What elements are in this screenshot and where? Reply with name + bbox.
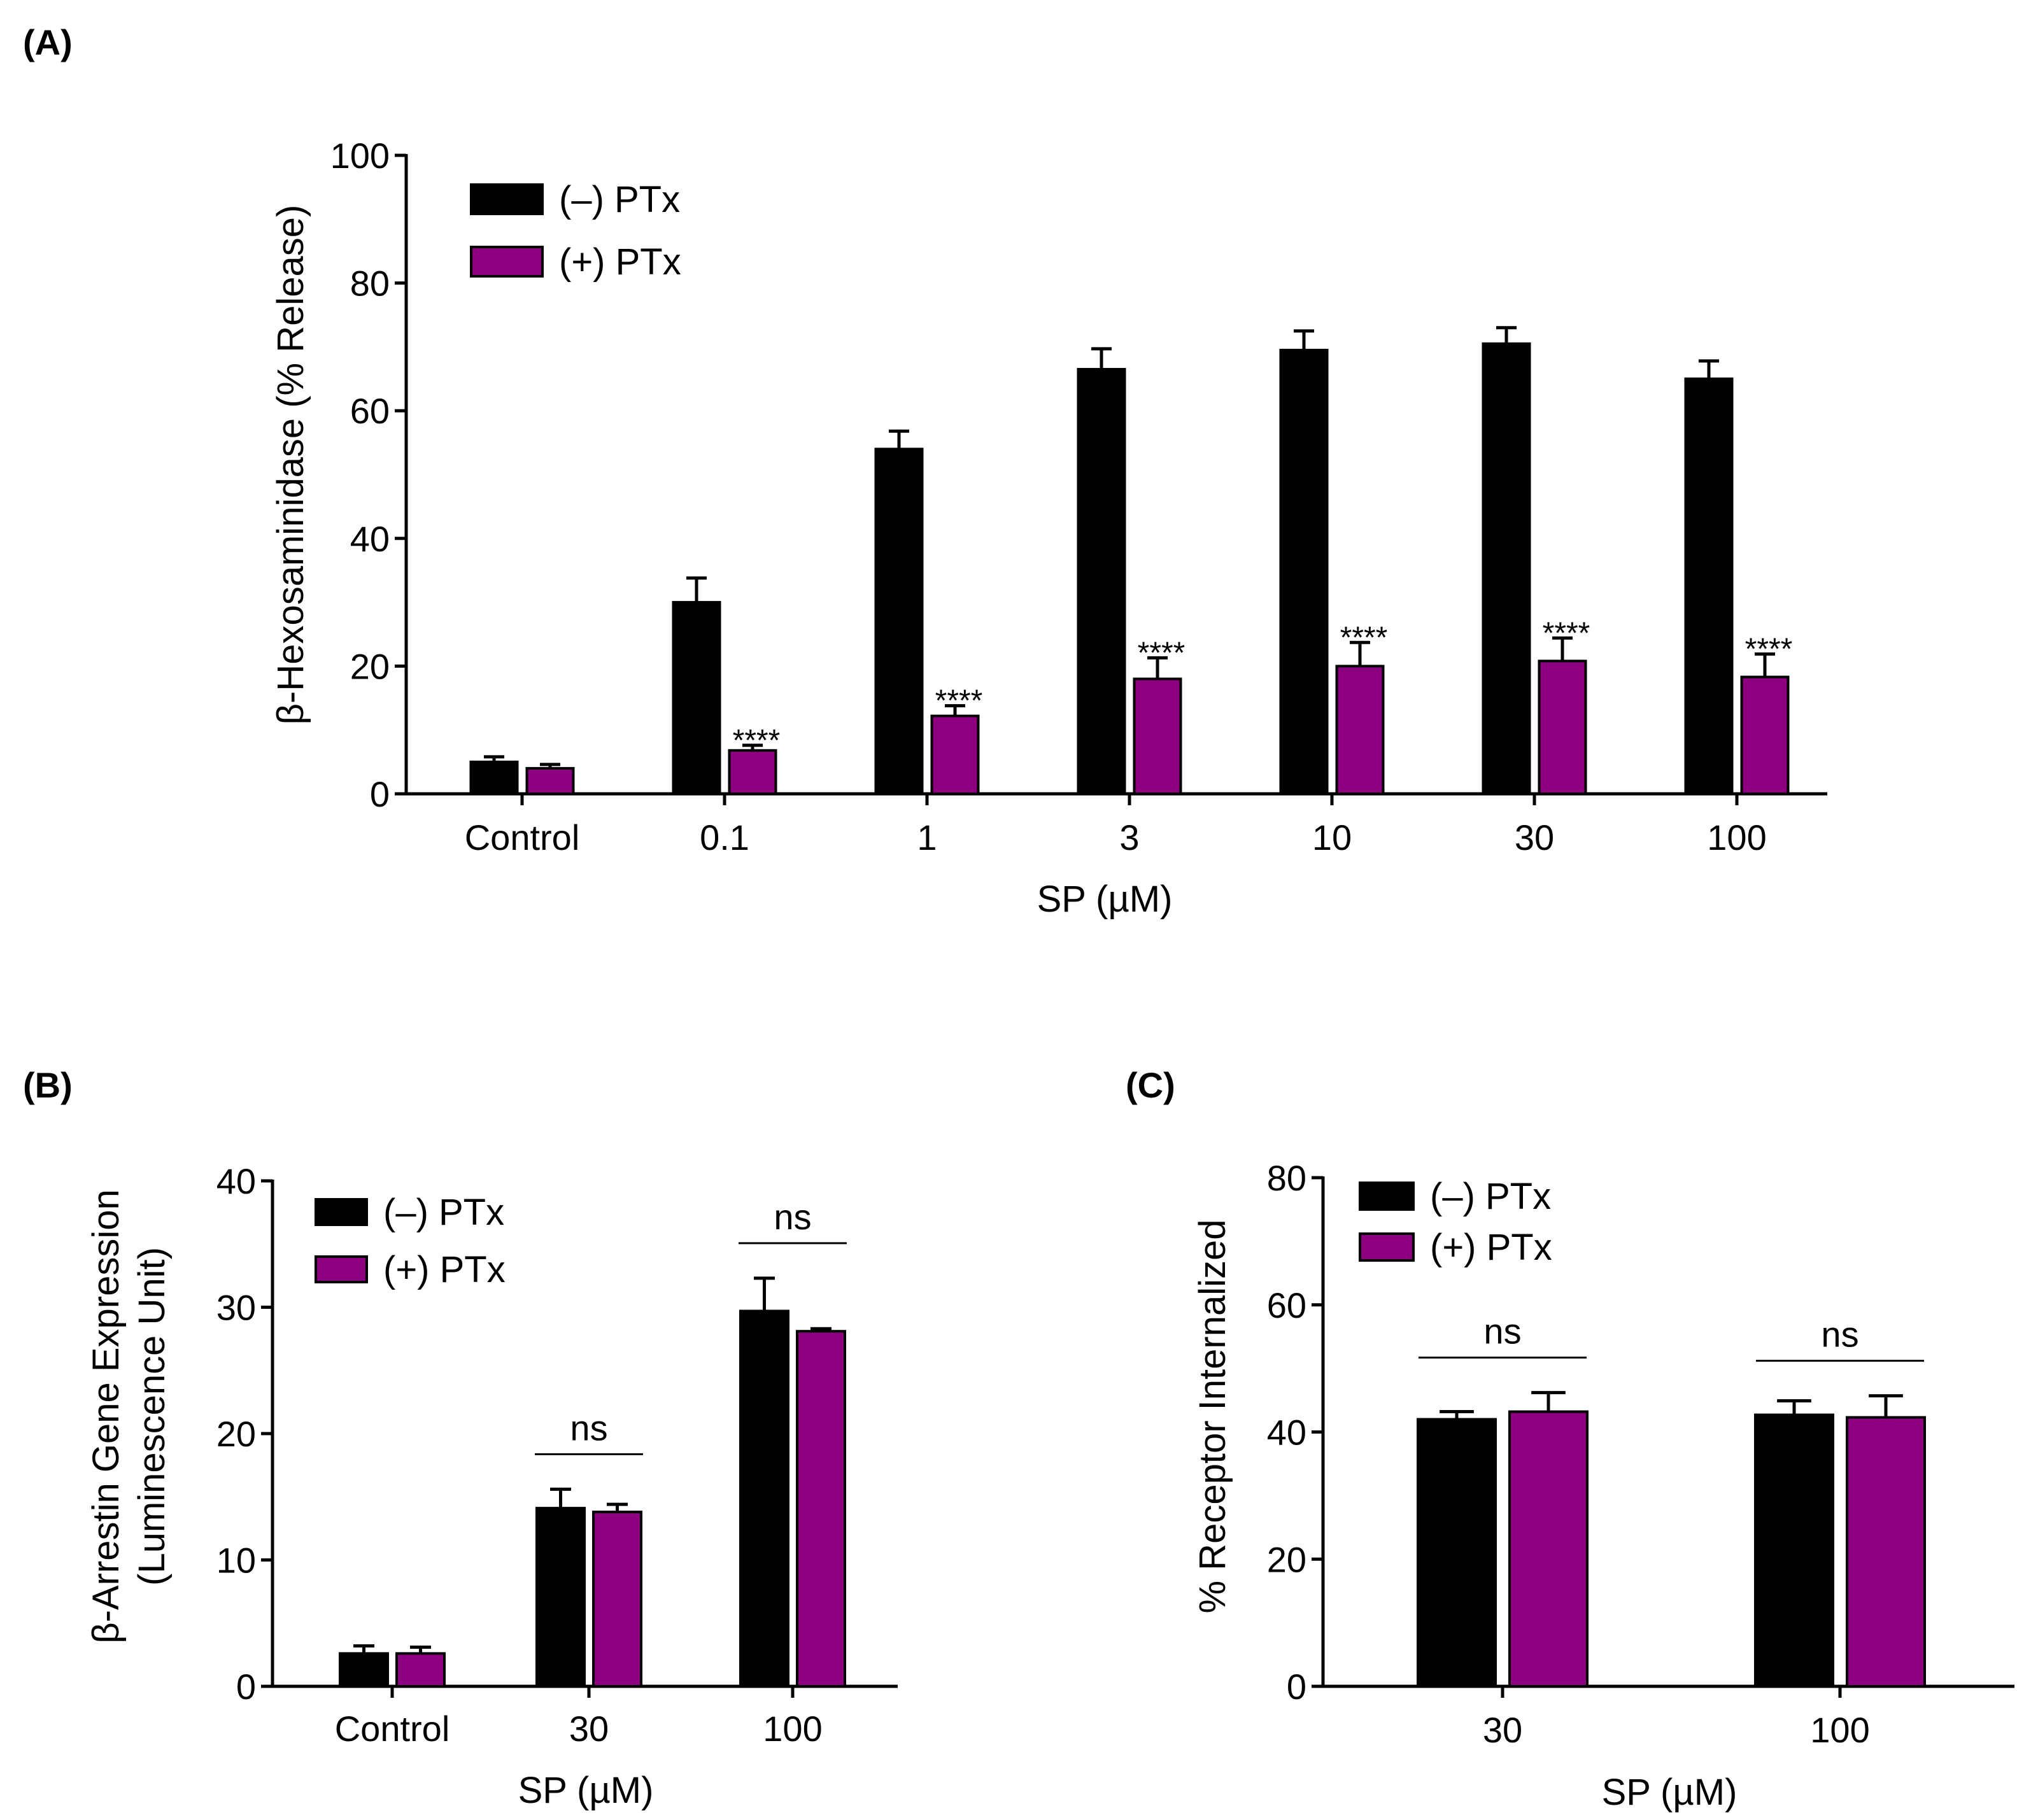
y-tick-label: 80 [350,264,390,304]
y-tick-label: 40 [1267,1413,1306,1453]
significance-label: **** [1543,616,1590,650]
x-tick-label: Control [335,1709,450,1749]
bar-plus-ptx [1846,1416,1926,1688]
legend-label-plus-ptx: (+) PTx [1430,1227,1552,1268]
y-axis-title-line: (Luminescence Unit) [131,1247,173,1586]
y-tick-label: 20 [216,1414,256,1454]
x-axis-title: SP (µM) [518,1770,654,1811]
bar-minus-ptx [1754,1413,1834,1688]
bar-minus-ptx [1684,377,1734,795]
legend-swatch-minus-ptx [315,1198,368,1226]
x-tick-label: 30 [569,1709,609,1749]
y-tick-label: 60 [350,391,390,431]
bar-plus-ptx [1740,675,1790,796]
legend-swatch-plus-ptx [1359,1232,1415,1262]
significance-label: ns [1483,1311,1521,1351]
significance-label: **** [1745,632,1793,666]
x-tick-label: 10 [1312,817,1352,857]
bar-minus-ptx [1279,348,1329,795]
panel-label-c: (C) [1126,1065,1175,1105]
y-axis-title: β-Hexosaminidase (% Release) [270,205,311,725]
bar-minus-ptx [672,601,721,795]
bar-plus-ptx [796,1330,846,1688]
x-tick-label: 1 [917,817,937,857]
chart-panel-c: 0 20 40 60 80 30 ns 100 ns SP (µM) % Receptor Inte… [1192,1158,2014,1813]
significance-label: **** [733,724,781,758]
y-axis-title: % Receptor Internalized [1192,1220,1233,1614]
legend-swatch-minus-ptx [470,183,544,215]
bar-plus-ptx [525,766,575,796]
bar-plus-ptx [1508,1410,1589,1688]
legend-label-minus-ptx: (–) PTx [1430,1176,1551,1217]
bar-plus-ptx [1538,660,1587,795]
x-tick-label: 30 [1483,1710,1522,1750]
legend-swatch-plus-ptx [470,246,544,278]
bar-plus-ptx [930,714,980,796]
significance-label: ns [1821,1315,1858,1355]
chart-panel-a: 0 20 40 60 80 100 Control 0.1 **** 1 **** 3 **** 10 **… [270,136,1827,920]
bar-minus-ptx [1417,1418,1497,1688]
legend-swatch-plus-ptx [315,1255,368,1283]
x-tick-label: 0.1 [700,817,749,857]
y-tick-label: 60 [1267,1285,1306,1325]
y-tick-label: 0 [370,774,390,814]
panel-label-b: (B) [23,1065,73,1105]
y-tick-label: 80 [1267,1158,1306,1198]
chart-panel-b: 0 10 20 30 40 Control 30 ns 100 ns SP (µM) β-Arrest… [85,1161,898,1811]
y-axis-title: β-Arrestin Gene Expression (Luminescence … [85,1189,173,1644]
y-tick-label: 0 [236,1667,256,1707]
bar-plus-ptx [1335,665,1385,796]
bar-plus-ptx [728,749,777,796]
legend-swatch-minus-ptx [1359,1182,1415,1211]
x-tick-label: 30 [1515,817,1554,857]
y-tick-label: 100 [330,136,390,176]
significance-label: **** [1340,621,1388,654]
y-tick-label: 10 [216,1541,256,1581]
x-tick-label: Control [465,817,580,857]
y-tick-label: 0 [1287,1667,1306,1707]
x-tick-label: 100 [1707,817,1766,857]
y-tick-label: 40 [216,1161,256,1201]
y-axis-title-line: β-Arrestin Gene Expression [85,1189,127,1644]
legend-label-minus-ptx: (–) PTx [383,1192,504,1233]
bar-minus-ptx [1077,368,1126,795]
x-axis-title: SP (µM) [1037,878,1173,920]
bar-minus-ptx [874,448,924,795]
bar-minus-ptx [469,760,519,795]
bar-minus-ptx [1482,342,1531,795]
bar-plus-ptx [592,1511,642,1688]
panel-label-a: (A) [23,22,73,62]
legend-label-minus-ptx: (–) PTx [559,179,680,220]
x-tick-label: 100 [763,1709,822,1749]
legend-label-plus-ptx: (+) PTx [559,241,681,283]
significance-label: **** [935,684,983,718]
x-axis-title: SP (µM) [1602,1772,1737,1813]
bar-plus-ptx [1133,677,1182,795]
y-tick-label: 40 [350,519,390,559]
bar-minus-ptx [535,1507,586,1688]
bar-minus-ptx [339,1652,389,1688]
significance-label: ns [570,1407,607,1448]
x-tick-label: 100 [1810,1710,1869,1750]
significance-label: **** [1138,636,1185,670]
significance-label: ns [774,1197,811,1237]
y-tick-label: 20 [1267,1539,1306,1579]
y-tick-label: 30 [216,1288,256,1328]
bar-plus-ptx [395,1652,446,1688]
legend-label-plus-ptx: (+) PTx [383,1249,506,1290]
bar-minus-ptx [739,1309,789,1688]
y-tick-label: 20 [350,646,390,686]
x-tick-label: 3 [1119,817,1139,857]
